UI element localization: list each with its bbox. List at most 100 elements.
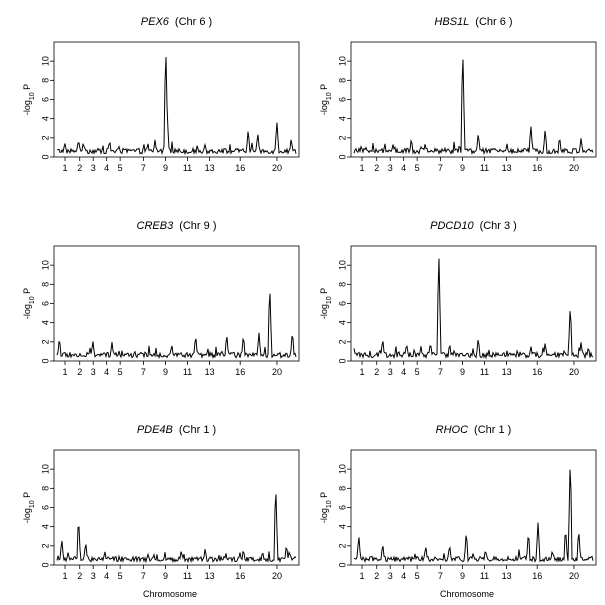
- x-tick-label: 20: [272, 163, 282, 173]
- x-tick-label: 7: [141, 571, 146, 581]
- x-tick-label: 4: [104, 163, 109, 173]
- y-tick-label: 0: [337, 358, 347, 363]
- y-tick-label: 4: [337, 320, 347, 325]
- y-tick-label: 0: [40, 562, 50, 567]
- gene-name: PDCD10: [430, 220, 474, 232]
- x-tick-label: 13: [205, 571, 215, 581]
- y-tick-label: 10: [337, 464, 347, 474]
- x-tick-label: 3: [388, 163, 393, 173]
- y-tick-label: 0: [40, 154, 50, 159]
- y-tick-label: 8: [337, 282, 347, 287]
- x-tick-label: 9: [163, 571, 168, 581]
- gene-name: HBS1L: [434, 16, 469, 28]
- x-tick-label: 3: [91, 367, 96, 377]
- x-tick-label: 7: [141, 367, 146, 377]
- y-tick-label: 2: [40, 339, 50, 344]
- x-tick-label: 11: [480, 163, 489, 173]
- data-line: [56, 494, 297, 564]
- panel-title: RHOC (Chr 1 ): [436, 424, 512, 436]
- x-tick-label: 11: [183, 367, 192, 377]
- data-line: [56, 57, 297, 156]
- x-tick-label: 16: [235, 367, 245, 377]
- y-tick-label: 4: [40, 116, 50, 121]
- y-tick-label: 10: [337, 260, 347, 270]
- y-tick-label: 4: [40, 320, 50, 325]
- y-axis-label: -log10 P: [319, 492, 333, 523]
- x-tick-label: 7: [438, 571, 443, 581]
- x-tick-label: 2: [77, 163, 82, 173]
- x-tick-label: 9: [163, 163, 168, 173]
- x-tick-label: 20: [272, 571, 282, 581]
- x-tick-label: 1: [63, 367, 68, 377]
- y-tick-label: 8: [40, 78, 50, 83]
- y-tick-label: 6: [40, 301, 50, 306]
- y-axis-label: -log10 P: [22, 492, 36, 523]
- chr-label: (Chr 1 ): [179, 424, 216, 436]
- y-tick-label: 8: [40, 282, 50, 287]
- gene-name: CREB3: [137, 220, 175, 232]
- panel-title: PDE4B (Chr 1 ): [137, 424, 216, 436]
- y-tick-label: 6: [40, 97, 50, 102]
- x-tick-label: 11: [183, 163, 192, 173]
- plot-frame: [53, 449, 300, 566]
- panel-title: CREB3 (Chr 9 ): [137, 220, 217, 232]
- y-tick-label: 6: [337, 505, 347, 510]
- x-tick-label: 16: [235, 571, 245, 581]
- data-line: [56, 293, 297, 360]
- y-axis-label: -log10 P: [22, 84, 36, 115]
- x-tick-label: 16: [532, 163, 542, 173]
- x-tick-label: 5: [415, 571, 420, 581]
- x-tick-label: 3: [388, 571, 393, 581]
- y-tick-label: 0: [40, 358, 50, 363]
- x-tick-label: 3: [388, 367, 393, 377]
- plot-frame: [53, 245, 300, 362]
- chr-label: (Chr 3 ): [480, 220, 517, 232]
- gene-name: PDE4B: [137, 424, 173, 436]
- plot-frame: [350, 245, 597, 362]
- data-line: [353, 258, 594, 360]
- x-tick-label: 4: [104, 571, 109, 581]
- x-tick-label: 2: [374, 571, 379, 581]
- x-tick-label: 13: [502, 367, 512, 377]
- y-tick-label: 10: [337, 56, 347, 66]
- y-tick-label: 8: [337, 486, 347, 491]
- gene-name: PEX6: [141, 16, 170, 28]
- x-tick-label: 5: [415, 163, 420, 173]
- gene-name: RHOC: [436, 424, 468, 436]
- x-tick-label: 1: [360, 571, 365, 581]
- chr-label: (Chr 1 ): [474, 424, 511, 436]
- x-tick-label: 4: [401, 163, 406, 173]
- y-tick-label: 10: [40, 56, 50, 66]
- x-tick-label: 9: [460, 571, 465, 581]
- y-tick-label: 4: [40, 524, 50, 529]
- x-tick-label: 1: [360, 367, 365, 377]
- x-tick-label: 1: [63, 163, 68, 173]
- y-tick-label: 2: [40, 543, 50, 548]
- x-tick-label: 5: [118, 163, 123, 173]
- x-tick-label: 16: [532, 571, 542, 581]
- x-tick-label: 1: [63, 571, 68, 581]
- y-tick-label: 6: [337, 97, 347, 102]
- x-tick-label: 20: [569, 571, 579, 581]
- y-axis-label: -log10 P: [22, 288, 36, 319]
- y-tick-label: 0: [337, 562, 347, 567]
- plot-frame: [350, 449, 597, 566]
- panel-title: HBS1L (Chr 6 ): [434, 16, 512, 28]
- data-line: [353, 59, 594, 156]
- x-tick-label: 3: [91, 163, 96, 173]
- y-tick-label: 8: [40, 486, 50, 491]
- x-tick-label: 13: [502, 571, 512, 581]
- y-axis-label: -log10 P: [319, 288, 333, 319]
- x-tick-label: 3: [91, 571, 96, 581]
- x-tick-label: 9: [460, 367, 465, 377]
- x-tick-label: 16: [235, 163, 245, 173]
- x-tick-label: 13: [205, 367, 215, 377]
- x-tick-label: 5: [415, 367, 420, 377]
- chr-label: (Chr 9 ): [179, 220, 216, 232]
- x-tick-label: 20: [569, 163, 579, 173]
